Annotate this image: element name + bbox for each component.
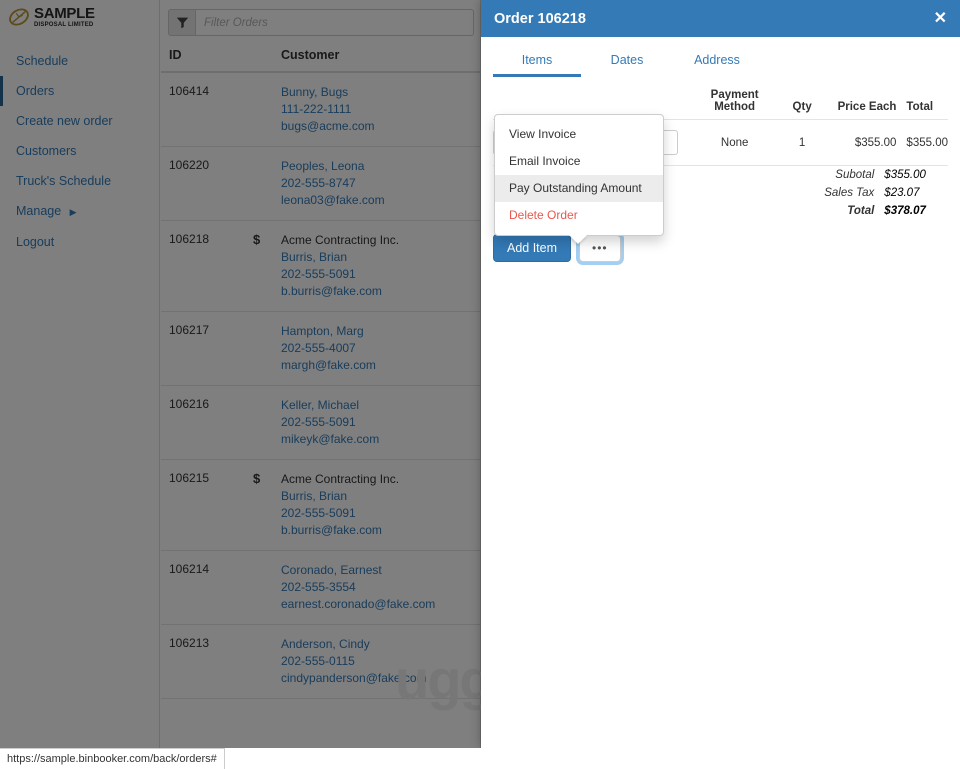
more-actions-dropdown: View Invoice Email Invoice Pay Outstandi… (494, 114, 664, 244)
subtotal-label: Subotal (835, 169, 875, 181)
totals-row-total: Total $378.07 (493, 202, 948, 220)
tab-dates[interactable]: Dates (610, 53, 644, 67)
modal-tabs: Items Dates Address (481, 37, 960, 77)
column-header-price-each: Price Each (837, 101, 897, 113)
bottom-gap (0, 748, 960, 769)
menu-item-pay-outstanding-amount[interactable]: Pay Outstanding Amount (495, 175, 663, 202)
tab-address[interactable]: Address (694, 53, 740, 67)
item-payment-method: None (691, 119, 779, 166)
totals-row-subtotal: Subotal $355.00 (493, 166, 948, 184)
column-header-payment-method: Payment Method (691, 89, 778, 120)
modal-header: Order 106218 ✕ (481, 0, 960, 37)
modal-title: Order 106218 (494, 10, 586, 27)
sales-tax-label: Sales Tax (824, 187, 875, 199)
payment-header-line1: Payment (710, 89, 759, 101)
items-header-row: Payment Method Qty Price Each Total (493, 89, 948, 120)
menu-item-delete-order[interactable]: Delete Order (509, 208, 578, 222)
payment-header-line2: Method (714, 101, 756, 113)
column-header-total: Total (906, 101, 934, 113)
order-detail-modal: Order 106218 ✕ Items Dates Address Payme… (481, 0, 960, 748)
subtotal-value: $355.00 (884, 169, 926, 181)
column-header-qty: Qty (792, 101, 812, 113)
menu-item-email-invoice[interactable]: Email Invoice (509, 154, 581, 168)
dropdown-caret-icon (569, 235, 587, 244)
status-bar-url: https://sample.binbooker.com/back/orders… (7, 753, 217, 765)
item-qty: 1 (778, 119, 827, 166)
tab-items[interactable]: Items (493, 47, 581, 77)
modal-overlay[interactable] (0, 0, 481, 748)
item-price-each: $355.00 (826, 119, 897, 166)
order-totals-table: Subotal $355.00 Sales Tax $23.07 Total $… (493, 166, 948, 220)
menu-item-view-invoice[interactable]: View Invoice (509, 127, 577, 141)
add-item-button[interactable]: Add Item (493, 234, 572, 262)
item-total: $355.00 (896, 119, 948, 166)
sales-tax-value: $23.07 (884, 187, 920, 199)
status-bar: https://sample.binbooker.com/back/orders… (0, 748, 225, 769)
totals-row-sales-tax: Sales Tax $23.07 (493, 184, 948, 202)
total-value: $378.07 (884, 205, 926, 217)
close-icon[interactable]: ✕ (933, 9, 947, 27)
total-label: Total (847, 205, 875, 217)
